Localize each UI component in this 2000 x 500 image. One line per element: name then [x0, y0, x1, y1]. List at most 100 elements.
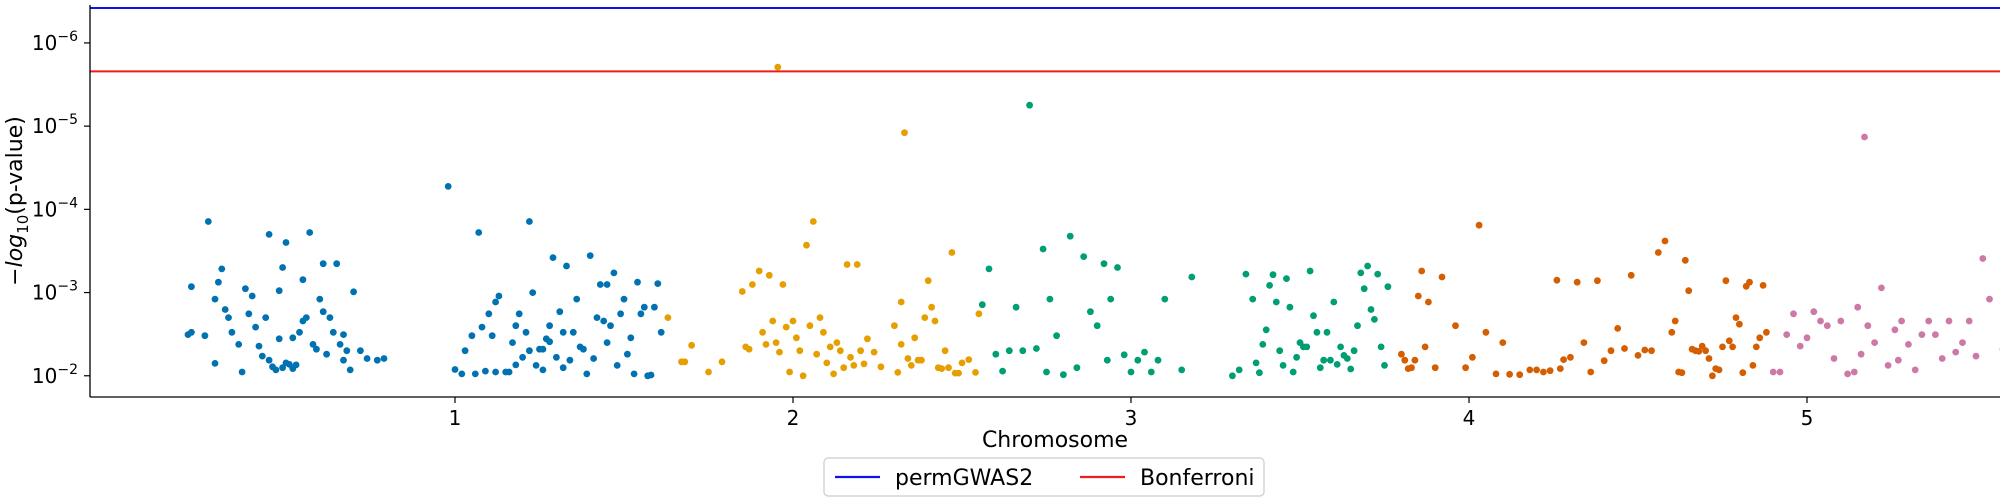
data-point	[955, 369, 962, 377]
data-point	[1925, 317, 1933, 325]
data-point	[789, 317, 797, 325]
data-point	[894, 369, 902, 376]
threshold-lines	[90, 7, 2000, 73]
data-point	[617, 310, 624, 318]
data-point	[475, 229, 483, 236]
data-point	[1482, 328, 1490, 336]
data-point	[1374, 270, 1382, 278]
data-point	[1272, 298, 1280, 306]
data-point	[1347, 365, 1355, 373]
data-point	[1769, 368, 1777, 376]
data-point	[938, 365, 946, 372]
data-point	[1019, 347, 1027, 355]
data-point	[380, 355, 388, 362]
data-point	[583, 370, 591, 378]
data-point	[1343, 355, 1351, 362]
data-point	[505, 368, 513, 376]
data-point	[211, 295, 219, 303]
data-point	[1715, 366, 1723, 374]
data-point	[282, 239, 290, 246]
data-point	[1452, 322, 1459, 330]
data-point	[1384, 283, 1392, 291]
data-point	[1911, 366, 1919, 374]
data-point	[275, 335, 283, 343]
data-point	[512, 361, 520, 369]
data-point	[749, 281, 756, 288]
data-point	[1188, 273, 1196, 281]
data-point	[596, 281, 604, 288]
data-point	[772, 339, 780, 346]
data-point	[556, 308, 564, 316]
y-tick-label: 10−5	[32, 112, 78, 138]
data-point	[238, 368, 246, 376]
data-point	[1242, 270, 1250, 278]
data-point	[492, 298, 499, 306]
data-point	[603, 281, 611, 288]
data-point	[1367, 306, 1375, 313]
data-point	[745, 345, 753, 353]
data-point	[333, 260, 341, 268]
data-point	[590, 355, 597, 362]
data-point	[928, 303, 935, 311]
data-point	[569, 328, 577, 336]
data-point	[1401, 356, 1409, 364]
data-point	[255, 342, 263, 350]
data-point	[1725, 337, 1733, 345]
data-point	[296, 328, 303, 336]
data-point	[1087, 308, 1094, 316]
data-point	[1141, 348, 1148, 356]
data-point	[204, 218, 212, 225]
data-point	[1421, 343, 1429, 351]
data-point	[1986, 295, 1993, 303]
data-point	[1127, 368, 1135, 376]
data-point	[302, 314, 310, 321]
data-point	[519, 353, 526, 361]
data-point	[1553, 276, 1561, 284]
data-point	[776, 348, 783, 356]
data-point	[1516, 371, 1524, 379]
data-point	[1540, 368, 1547, 376]
data-point	[478, 323, 486, 331]
data-point	[1262, 326, 1270, 334]
data-point	[847, 353, 854, 361]
data-point	[1560, 356, 1567, 363]
data-point	[553, 353, 560, 361]
data-point	[495, 292, 503, 300]
data-point	[1033, 345, 1040, 352]
data-point	[1614, 325, 1622, 332]
data-point	[515, 310, 523, 318]
data-point	[840, 364, 848, 372]
data-point	[857, 347, 864, 355]
data-point	[1080, 253, 1088, 260]
data-point	[488, 332, 496, 340]
data-point	[1161, 295, 1169, 303]
data-point	[1952, 348, 1960, 356]
data-point	[1918, 331, 1926, 338]
data-point	[1823, 322, 1831, 330]
data-point	[1235, 366, 1243, 374]
data-point	[891, 322, 898, 330]
data-point	[188, 283, 195, 291]
data-point	[911, 334, 919, 342]
data-point	[1932, 331, 1939, 338]
data-point	[1266, 282, 1273, 289]
axes	[89, 5, 2000, 398]
data-point	[218, 265, 226, 273]
data-point	[718, 358, 726, 366]
data-point	[1147, 368, 1155, 376]
data-point	[1327, 356, 1334, 364]
data-point	[1320, 356, 1328, 364]
data-point	[468, 332, 476, 340]
data-point	[1371, 316, 1378, 323]
data-point	[1060, 371, 1067, 379]
data-point	[549, 254, 557, 261]
data-point	[809, 218, 817, 225]
data-point	[1469, 353, 1476, 361]
data-point	[289, 334, 297, 342]
data-point	[1289, 368, 1297, 376]
legend-frame	[823, 457, 1265, 497]
data-point	[1671, 317, 1679, 325]
data-point	[1492, 370, 1500, 378]
y-axis-title-main: −log	[3, 234, 28, 286]
x-tick-label: 1	[449, 406, 462, 430]
